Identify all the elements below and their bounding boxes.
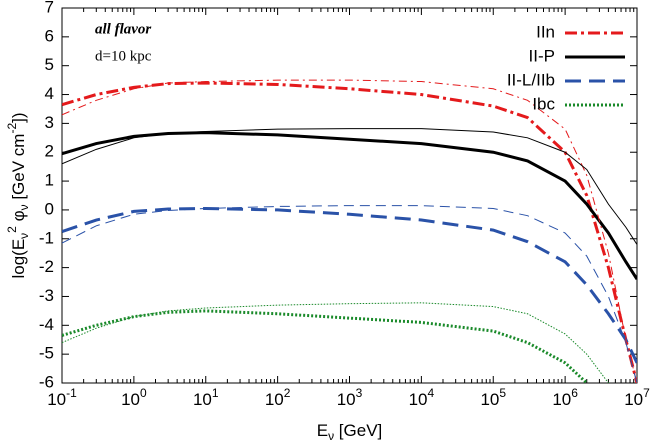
label-part: ])	[9, 112, 28, 122]
series-line	[62, 79, 637, 383]
y-axis-label: log(Eν2 φν [GeV cm-2])	[5, 112, 31, 278]
legend-label: IIn	[536, 22, 555, 41]
tick-base: 10	[480, 390, 499, 409]
tick-exponent: 7	[643, 386, 650, 400]
label-part: φ	[9, 210, 28, 226]
x-tick-label: 103	[337, 386, 363, 409]
series-line	[62, 128, 637, 245]
y-tick-label: -5	[39, 344, 54, 363]
tick-base: 10	[265, 390, 284, 409]
label-part: -2	[5, 123, 19, 134]
tick-base: 10	[624, 390, 643, 409]
series-line	[62, 309, 588, 383]
tick-base: 10	[193, 390, 212, 409]
plot-area	[62, 79, 637, 383]
annotation: all flavor	[95, 21, 151, 37]
y-tick-label: 3	[45, 113, 54, 132]
y-tick-label: 2	[45, 142, 54, 161]
y-tick-label: -4	[39, 315, 54, 334]
label-part: [GeV]	[334, 421, 382, 440]
x-tick-label: 100	[121, 386, 147, 409]
x-tick-label: 102	[265, 386, 291, 409]
x-tick-label: 104	[409, 386, 435, 409]
tick-base: 10	[409, 390, 428, 409]
tick-exponent: 2	[284, 386, 291, 400]
tick-exponent: 1	[212, 386, 219, 400]
y-tick-label: 7	[45, 0, 54, 16]
label-part: ν	[17, 204, 31, 210]
tick-base: 10	[47, 390, 66, 409]
label-part: ν	[17, 233, 31, 239]
x-tick-label: 101	[193, 386, 219, 409]
x-tick-label: 106	[552, 386, 578, 409]
x-tick-label: 105	[480, 386, 506, 409]
series-line	[62, 81, 637, 383]
y-tick-label: 1	[45, 171, 54, 190]
x-axis-label: Eν [GeV]	[317, 421, 383, 443]
x-tick-label: 10-1	[47, 386, 77, 409]
y-tick-label: 4	[45, 84, 54, 103]
y-tick-label: -6	[39, 372, 54, 391]
label-part: [GeV cm	[9, 134, 28, 205]
annotation: d=10 kpc	[95, 48, 152, 64]
tick-exponent: 3	[356, 386, 363, 400]
x-tick-label: 107	[624, 386, 650, 409]
tick-base: 10	[121, 390, 140, 409]
tick-exponent: -1	[66, 386, 77, 400]
tick-base: 10	[552, 390, 571, 409]
label-part: log(E	[9, 239, 28, 279]
y-tick-label: 6	[45, 26, 54, 45]
series-line	[62, 205, 637, 383]
tick-exponent: 0	[140, 386, 147, 400]
y-tick-label: 0	[45, 199, 54, 218]
label-part: E	[317, 421, 328, 440]
tick-exponent: 6	[571, 386, 578, 400]
tick-exponent: 5	[499, 386, 506, 400]
series-line	[62, 302, 609, 383]
legend-label: II-P	[529, 46, 555, 65]
tick-base: 10	[337, 390, 356, 409]
legend-label: Ibc	[532, 94, 555, 113]
y-tick-label: -3	[39, 286, 54, 305]
y-tick-label: 5	[45, 55, 54, 74]
legend-label: II-L/IIb	[507, 70, 555, 89]
series-line	[62, 206, 637, 364]
label-part: ν	[328, 429, 334, 443]
label-part: 2	[5, 226, 19, 233]
y-tick-label: -2	[39, 257, 54, 276]
series-line	[62, 131, 637, 280]
y-tick-label: -1	[39, 228, 54, 247]
tick-exponent: 4	[427, 386, 434, 400]
